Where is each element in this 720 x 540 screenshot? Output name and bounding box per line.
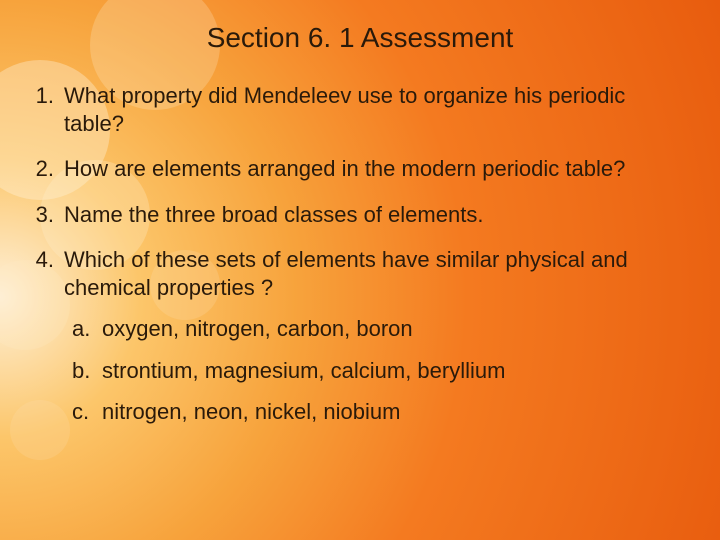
question-item: 2. How are elements arranged in the mode… bbox=[30, 155, 690, 183]
question-item: 4. Which of these sets of elements have … bbox=[30, 246, 690, 440]
option-text: oxygen, nitrogen, carbon, boron bbox=[102, 315, 690, 343]
option-item: b. strontium, magnesium, calcium, beryll… bbox=[64, 357, 690, 385]
question-number: 4. bbox=[30, 246, 64, 274]
option-label: a. bbox=[72, 315, 102, 343]
option-label: c. bbox=[72, 398, 102, 426]
question-item: 1. What property did Mendeleev use to or… bbox=[30, 82, 690, 137]
option-item: a. oxygen, nitrogen, carbon, boron bbox=[64, 315, 690, 343]
question-number: 1. bbox=[30, 82, 64, 110]
question-text-wrap: Which of these sets of elements have sim… bbox=[64, 246, 690, 440]
question-text: Which of these sets of elements have sim… bbox=[64, 247, 628, 300]
option-label: b. bbox=[72, 357, 102, 385]
slide: Section 6. 1 Assessment 1. What property… bbox=[0, 0, 720, 540]
option-list: a. oxygen, nitrogen, carbon, boron b. st… bbox=[64, 315, 690, 426]
option-item: c. nitrogen, neon, nickel, niobium bbox=[64, 398, 690, 426]
question-item: 3. Name the three broad classes of eleme… bbox=[30, 201, 690, 229]
question-text: Name the three broad classes of elements… bbox=[64, 201, 690, 229]
question-number: 3. bbox=[30, 201, 64, 229]
question-text: What property did Mendeleev use to organ… bbox=[64, 82, 690, 137]
option-text: strontium, magnesium, calcium, beryllium bbox=[102, 357, 690, 385]
slide-title: Section 6. 1 Assessment bbox=[30, 22, 690, 54]
option-text: nitrogen, neon, nickel, niobium bbox=[102, 398, 690, 426]
question-list: 1. What property did Mendeleev use to or… bbox=[30, 82, 690, 440]
question-text: How are elements arranged in the modern … bbox=[64, 155, 690, 183]
question-number: 2. bbox=[30, 155, 64, 183]
